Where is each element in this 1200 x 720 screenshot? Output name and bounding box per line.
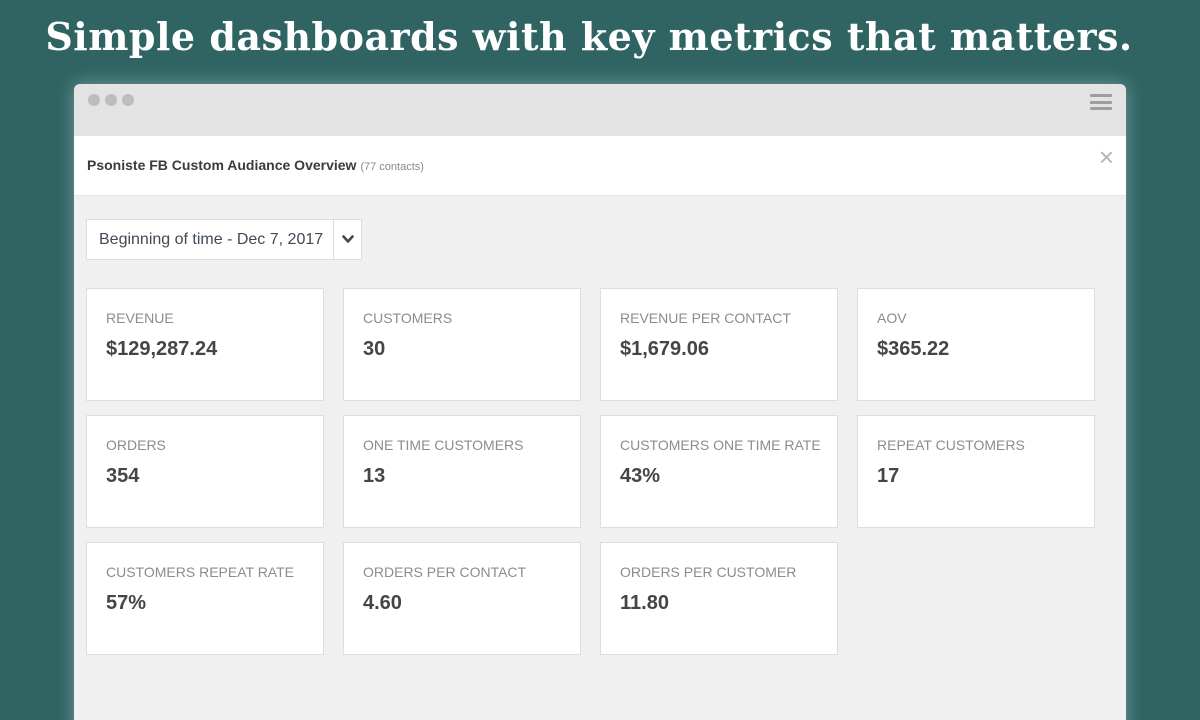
metric-label: CUSTOMERS ONE TIME RATE bbox=[620, 437, 821, 453]
window-dot-1[interactable] bbox=[88, 94, 100, 106]
metric-card-customers-repeat-rate: CUSTOMERS REPEAT RATE 57% bbox=[86, 542, 324, 655]
metric-label: REPEAT CUSTOMERS bbox=[877, 437, 1025, 453]
metric-value: 57% bbox=[106, 592, 147, 614]
metric-value: 354 bbox=[106, 465, 140, 487]
hamburger-icon[interactable] bbox=[1090, 94, 1112, 110]
panel-header: Psoniste FB Custom Audiance Overview (77… bbox=[74, 136, 1126, 196]
panel-title-text: Psoniste FB Custom Audiance Overview bbox=[87, 157, 357, 173]
metric-label: CUSTOMERS REPEAT RATE bbox=[106, 564, 294, 580]
metric-value: 43% bbox=[620, 465, 661, 487]
window-dot-2[interactable] bbox=[105, 94, 117, 106]
metric-label: REVENUE bbox=[106, 310, 174, 326]
metric-label: ONE TIME CUSTOMERS bbox=[363, 437, 524, 453]
metric-label: CUSTOMERS bbox=[363, 310, 453, 326]
metric-value: 13 bbox=[363, 465, 386, 487]
metric-label: ORDERS bbox=[106, 437, 166, 453]
window-controls bbox=[88, 94, 134, 106]
app-window: Psoniste FB Custom Audiance Overview (77… bbox=[74, 84, 1126, 720]
close-icon[interactable]: × bbox=[1098, 142, 1114, 172]
date-range-label: Beginning of time - Dec 7, 2017 bbox=[87, 220, 335, 259]
metric-card-aov: AOV $365.22 bbox=[857, 288, 1095, 401]
metric-value: 4.60 bbox=[363, 592, 402, 614]
contacts-count: (77 contacts) bbox=[360, 161, 424, 173]
window-dot-3[interactable] bbox=[122, 94, 134, 106]
metric-card-revenue-per-contact: REVENUE PER CONTACT $1,679.06 bbox=[600, 288, 838, 401]
metrics-grid: REVENUE $129,287.24 CUSTOMERS 30 REVENUE… bbox=[86, 288, 1114, 655]
date-range-select[interactable]: Beginning of time - Dec 7, 2017 bbox=[86, 219, 363, 260]
metric-label: REVENUE PER CONTACT bbox=[620, 310, 791, 326]
metric-label: AOV bbox=[877, 310, 907, 326]
window-titlebar bbox=[74, 84, 1126, 136]
metric-card-customers: CUSTOMERS 30 bbox=[343, 288, 581, 401]
dashboard-content: Beginning of time - Dec 7, 2017 REVENUE … bbox=[74, 196, 1126, 655]
metric-value: 30 bbox=[363, 338, 386, 360]
metric-label: ORDERS PER CONTACT bbox=[363, 564, 527, 580]
metric-card-customers-one-time-rate: CUSTOMERS ONE TIME RATE 43% bbox=[600, 415, 838, 528]
metric-card-orders: ORDERS 354 bbox=[86, 415, 324, 528]
metric-card-repeat-customers: REPEAT CUSTOMERS 17 bbox=[857, 415, 1095, 528]
metric-card-revenue: REVENUE $129,287.24 bbox=[86, 288, 324, 401]
metric-card-one-time-customers: ONE TIME CUSTOMERS 13 bbox=[343, 415, 581, 528]
metric-card-orders-per-customer: ORDERS PER CUSTOMER 11.80 bbox=[600, 542, 838, 655]
metric-value: $365.22 bbox=[877, 338, 950, 360]
metric-card-orders-per-contact: ORDERS PER CONTACT 4.60 bbox=[343, 542, 581, 655]
panel-title: Psoniste FB Custom Audiance Overview (77… bbox=[87, 157, 424, 173]
headline: Simple dashboards with key metrics that … bbox=[45, 14, 1133, 59]
chevron-down-icon[interactable] bbox=[334, 220, 361, 259]
metric-value: 11.80 bbox=[620, 592, 669, 614]
metric-value: 17 bbox=[877, 465, 900, 487]
metric-value: $1,679.06 bbox=[620, 338, 709, 360]
metric-label: ORDERS PER CUSTOMER bbox=[620, 564, 797, 580]
metric-value: $129,287.24 bbox=[106, 338, 218, 360]
